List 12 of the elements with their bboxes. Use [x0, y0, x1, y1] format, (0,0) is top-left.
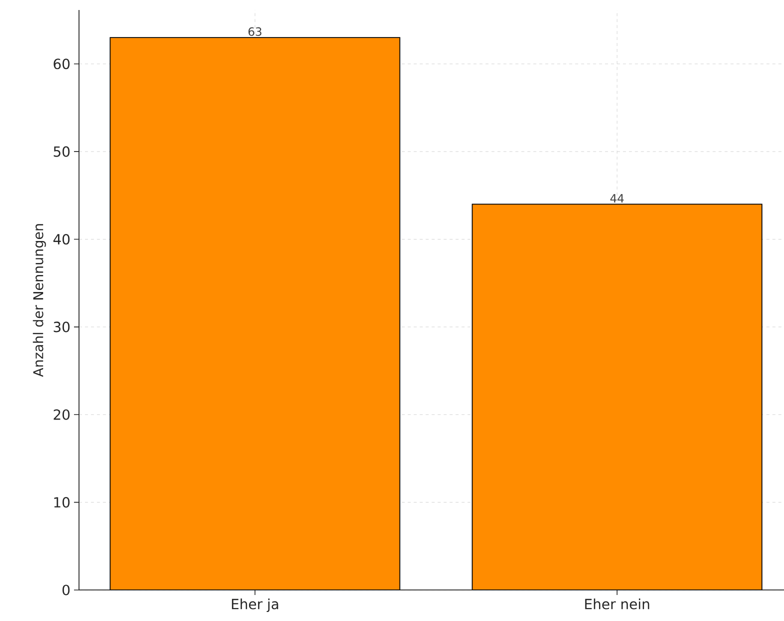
x-tick-label: Eher nein	[585, 598, 650, 610]
y-tick-label: 20	[54, 409, 70, 420]
y-tick-label: 40	[53, 234, 70, 245]
y-tick-label: 60	[54, 58, 70, 70]
data-label: 44	[610, 194, 624, 202]
y-tick-label: 0	[62, 584, 70, 596]
data-label: 63	[248, 27, 262, 36]
y-tick-label: 50	[54, 146, 70, 157]
y-tick-label: 30	[54, 322, 70, 332]
y-axis-title: Anzahl der Nennungen	[32, 224, 46, 377]
y-tick-label: 10	[54, 497, 70, 508]
x-tick-label: Eher ja	[232, 598, 278, 612]
